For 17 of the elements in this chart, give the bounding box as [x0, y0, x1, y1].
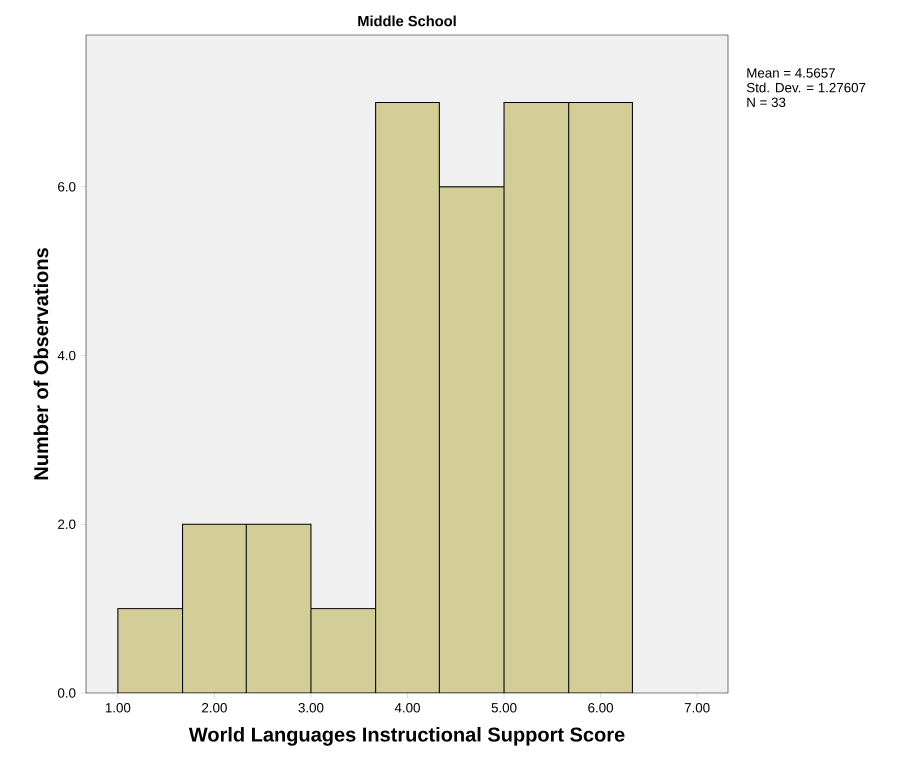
x-tick-label: 5.00 — [492, 703, 516, 712]
text: Mean = 4.5657 — [747, 68, 835, 78]
y-tick-label: 2.0 — [58, 520, 76, 529]
y-tick-label: 6.0 — [58, 182, 76, 192]
y-axis-title: Number of Observations — [34, 248, 48, 480]
x-tick-label: 7.00 — [684, 703, 710, 712]
y-tick-label: 0.0 — [58, 688, 76, 698]
text: N = 33 — [747, 98, 786, 108]
x-tick-label: 3.00 — [298, 703, 324, 712]
x-tick-label: 2.00 — [202, 703, 227, 712]
y-tick-label: 4.0 — [58, 350, 76, 360]
chart-title: Middle School — [358, 16, 456, 26]
x-tick-label: 4.00 — [394, 703, 420, 712]
x-tick-label: 1.00 — [106, 703, 130, 712]
x-axis-title: World Languages Instructional Support Score — [188, 726, 625, 746]
x-tick-label: 6.00 — [588, 703, 614, 712]
text: Std. Dev. = 1.27607 — [746, 82, 866, 92]
